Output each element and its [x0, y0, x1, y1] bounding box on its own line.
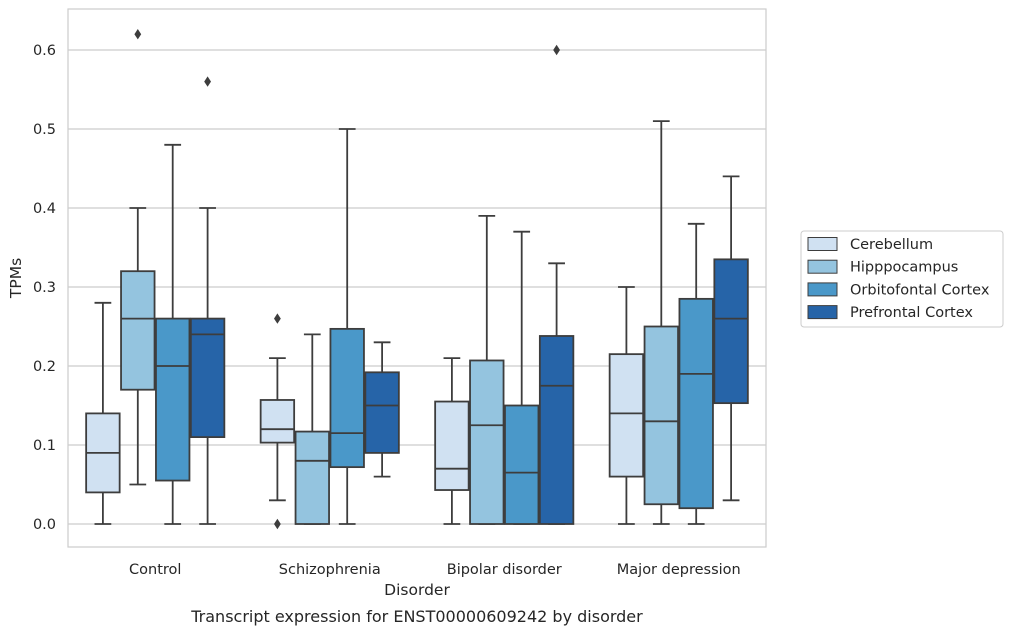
box-body	[329, 327, 365, 469]
box-body	[469, 359, 505, 525]
y-tick-label: 0.6	[33, 43, 56, 59]
outlier-point	[204, 76, 211, 87]
y-tick-label: 0.3	[33, 280, 56, 296]
y-tick-label: 0.5	[33, 122, 56, 138]
box-2-2	[504, 230, 540, 525]
outlier-point	[553, 44, 560, 56]
legend-swatch	[807, 282, 838, 297]
legend-swatch	[807, 305, 838, 320]
legend-label: Orbitofontal Cortex	[850, 282, 990, 298]
y-tick-label: 0.4	[33, 201, 56, 217]
legend-frame	[800, 230, 1004, 328]
y-tick-labels: 0.0 0.1 0.2 0.3 0.4 0.5 0.6	[33, 43, 56, 533]
legend: Cerebellum Hipppocampus Orbitofontal Corte…	[800, 230, 1004, 328]
box-2-1	[469, 214, 505, 525]
box-3-2	[678, 222, 714, 525]
legend-swatch	[807, 237, 838, 251]
box-body	[155, 317, 191, 482]
box-3-0	[608, 286, 645, 525]
x-tick-label: Schizophrenia	[279, 562, 381, 578]
box-1-2	[329, 128, 365, 525]
box-body	[713, 258, 749, 405]
box-body	[538, 335, 575, 525]
x-axis-title: Disorder	[384, 581, 450, 599]
x-tick-label: Major depression	[617, 562, 741, 578]
box-1-0	[259, 313, 296, 530]
legend-swatch	[807, 259, 838, 274]
outlier-point	[134, 29, 142, 40]
outlier-point	[274, 313, 281, 324]
box-body	[364, 371, 400, 454]
box-1-3	[364, 341, 400, 478]
box-3-3	[713, 175, 749, 502]
box-0-1	[120, 29, 156, 486]
box-2-0	[434, 357, 470, 525]
boxes	[85, 29, 749, 530]
box-2-3	[538, 44, 575, 525]
box-body	[294, 430, 330, 525]
box-body	[259, 399, 296, 444]
y-tick-label: 0.0	[33, 517, 56, 533]
plot-frame	[67, 8, 767, 548]
y-tick-label: 0.2	[33, 359, 56, 375]
y-axis-title: TPMs	[7, 258, 25, 299]
box-body	[678, 297, 714, 510]
x-tick-label: Bipolar disorder	[447, 562, 562, 578]
x-tick-label: Control	[129, 562, 181, 578]
box-0-0	[85, 301, 121, 525]
chart-caption: Transcript expression for ENST0000060924…	[190, 607, 643, 626]
x-tick-labels: Control Schizophrenia Bipolar disorder Majo…	[129, 562, 741, 578]
legend-label: Hipppocampus	[850, 260, 958, 276]
box-body	[120, 270, 156, 391]
box-3-1	[643, 120, 679, 525]
box-0-2	[155, 143, 191, 525]
box-body	[504, 404, 540, 525]
y-tick-label: 0.1	[33, 438, 56, 454]
box-body	[608, 353, 645, 478]
legend-label: Cerebellum	[850, 237, 933, 253]
box-body	[643, 325, 679, 506]
outlier-point	[274, 518, 281, 530]
box-0-3	[189, 76, 226, 525]
box-1-1	[294, 333, 330, 525]
box-body	[434, 400, 470, 491]
box-body	[189, 317, 226, 439]
legend-label: Prefrontal Cortex	[850, 305, 973, 321]
